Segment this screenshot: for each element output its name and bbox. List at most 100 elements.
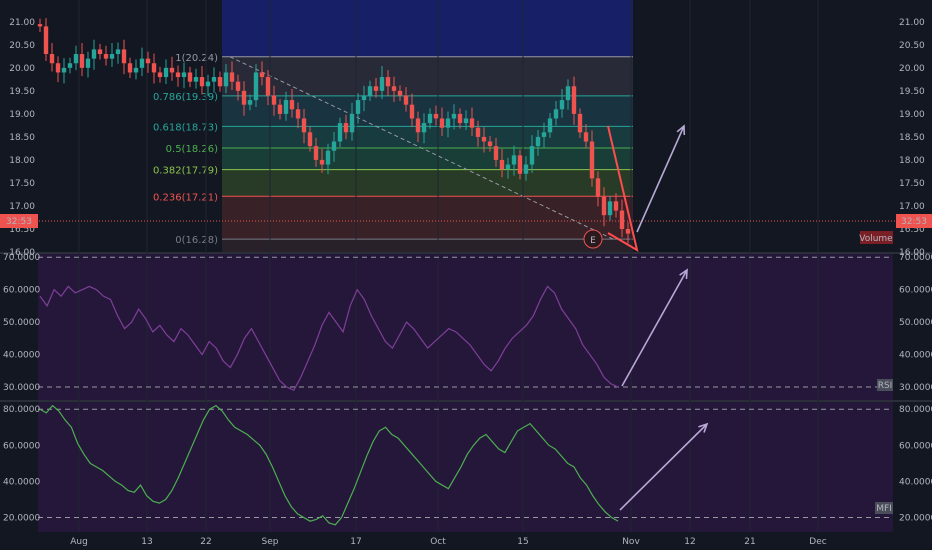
- price-axis-tick-label-left: 21.00: [9, 18, 35, 28]
- grid-lines: [78, 0, 819, 532]
- fib-level-label: 0.382(17.79): [153, 166, 218, 177]
- time-axis-tick-label: 15: [517, 537, 528, 547]
- time-axis-tick-label: 22: [200, 537, 211, 547]
- projection-arrow: [636, 125, 685, 233]
- candle-body: [427, 113, 433, 124]
- candle-body: [613, 201, 619, 211]
- candle-body: [157, 72, 163, 78]
- drawing-overlays: E: [0, 124, 932, 511]
- candle-body: [421, 123, 427, 133]
- candle-body: [229, 72, 235, 82]
- price-axis-tick-label: 17.50: [899, 179, 925, 189]
- rsi-panel-background: [38, 254, 893, 400]
- mfi-axis-tick-label: 60.0000: [899, 441, 932, 451]
- candle-body: [457, 113, 463, 124]
- fib-band-upper: [222, 0, 633, 57]
- candle-body: [181, 72, 187, 78]
- candle-body: [43, 26, 49, 55]
- mfi-label: MFI: [876, 504, 892, 514]
- mfi-axis-tick-label-left: 40.0000: [3, 477, 40, 487]
- candle-body: [373, 86, 379, 91]
- candle-body: [85, 58, 91, 68]
- candle-body: [97, 49, 103, 55]
- candle-body: [595, 178, 601, 197]
- time-axis-tick-label: 17: [350, 537, 361, 547]
- rsi-axis-tick-label: 70.0000: [899, 253, 932, 263]
- candle-body: [49, 54, 55, 64]
- time-axis-tick-label: 13: [141, 537, 152, 547]
- candle-body: [367, 86, 373, 96]
- axes: 16.00 16.00 16.50 16.50 17.00 17.00 17.50 17.50…: [0, 18, 932, 547]
- candle-body: [571, 86, 577, 114]
- current-price-tag-left-label: 32:53: [6, 217, 32, 227]
- candle-body: [577, 113, 583, 133]
- candle-body: [379, 77, 385, 91]
- candle-body: [505, 164, 511, 170]
- projection-arrow: [619, 423, 708, 511]
- candle-body: [409, 104, 415, 119]
- candle-body: [37, 24, 43, 27]
- rsi-axis-tick-label: 60.0000: [899, 286, 932, 296]
- candle-body: [625, 228, 631, 234]
- mfi-axis-tick-label: 20.0000: [899, 514, 932, 524]
- candle-body: [487, 141, 493, 147]
- candle-body: [349, 113, 355, 133]
- candle-body: [301, 118, 307, 133]
- candle-body: [265, 77, 271, 96]
- candle-body: [307, 132, 313, 147]
- candle-body: [331, 141, 337, 151]
- rsi-panel: RSI: [38, 256, 893, 392]
- candle-body: [145, 58, 151, 64]
- candle-body: [61, 67, 67, 73]
- candle-body: [547, 118, 553, 133]
- mfi-axis-tick-label: 80.0000: [899, 405, 932, 415]
- mfi-axis-tick-label-left: 60.0000: [3, 441, 40, 451]
- candle-body: [67, 63, 73, 68]
- current-price-tag-right: [896, 214, 932, 228]
- current-price-tag-left: [0, 214, 38, 228]
- price-axis-tick-label-left: 18.00: [9, 156, 35, 166]
- candle-body: [439, 118, 445, 128]
- time-axis-tick-label: 21: [744, 537, 755, 547]
- mfi-axis-tick-label-left: 80.0000: [3, 405, 40, 415]
- candle-body: [337, 123, 343, 142]
- candle-body: [589, 141, 595, 179]
- current-price-tag-right-label: 32:53: [901, 217, 927, 227]
- fib-band: [222, 169, 633, 197]
- rsi-axis-tick-label: 30.0000: [899, 383, 932, 393]
- price-axis-tick-label: 16.50: [899, 225, 925, 235]
- candle-body: [193, 77, 199, 82]
- rsi-axis-tick-label: 40.0000: [899, 351, 932, 361]
- price-axis-tick-label: 17.00: [899, 202, 925, 212]
- candle-body: [529, 146, 535, 165]
- price-axis-tick-label: 20.00: [899, 64, 925, 74]
- candlestick-series: [37, 18, 631, 244]
- time-axis-tick-label: Oct: [430, 537, 446, 547]
- candle-body: [319, 159, 325, 165]
- candle-body: [133, 67, 139, 73]
- candle-body: [559, 100, 565, 110]
- candle-body: [91, 49, 97, 59]
- candle-body: [217, 77, 223, 87]
- candle-body: [247, 100, 253, 105]
- time-axis-tick-label: Nov: [622, 537, 640, 547]
- event-marker-label: E: [590, 236, 596, 246]
- candle-body: [283, 100, 289, 114]
- candle-body: [109, 54, 115, 59]
- candle-body: [541, 132, 547, 137]
- candle-body: [511, 155, 517, 165]
- fib-band: [222, 239, 633, 252]
- time-axis-tick-label: Aug: [70, 537, 88, 547]
- rsi-axis-tick-label-left: 50.0000: [3, 318, 40, 328]
- rsi-axis-tick-label-left: 60.0000: [3, 286, 40, 296]
- candle-body: [127, 63, 133, 73]
- price-axis-tick-label-left: 18.50: [9, 133, 35, 143]
- price-axis-tick-label: 21.00: [899, 18, 925, 28]
- volume-tag-label: Volume: [859, 234, 893, 244]
- candle-body: [463, 118, 469, 124]
- candle-body: [415, 118, 421, 133]
- fib-level-label: 0(16.28): [175, 235, 218, 246]
- time-axis-tick-label: Dec: [809, 537, 826, 547]
- candle-body: [199, 77, 205, 87]
